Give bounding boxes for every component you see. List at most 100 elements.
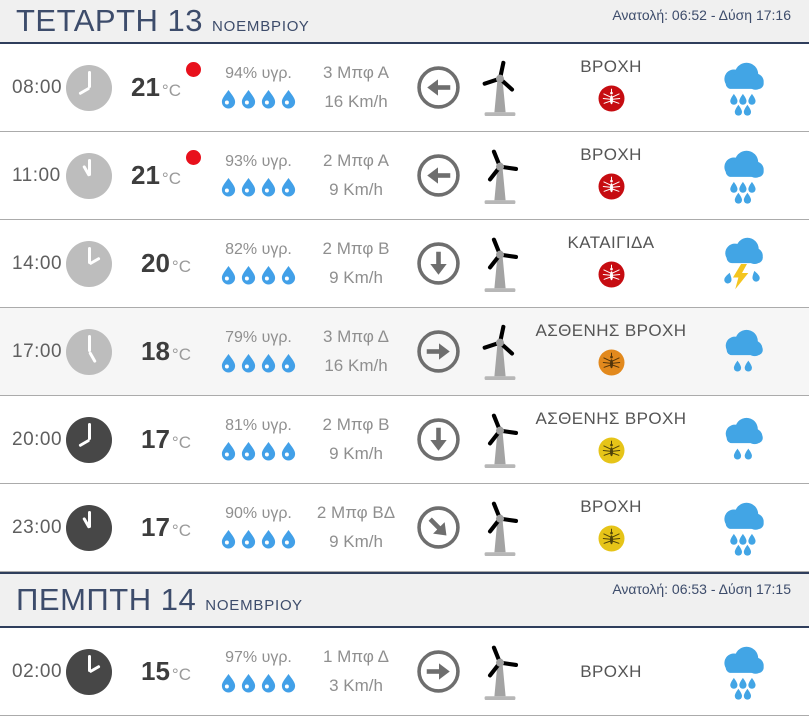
wind-beaufort: 3 Μπφ Δ [323,327,389,347]
time-label: 08:00 [12,76,63,98]
water-drop-icon [221,266,236,285]
humidity-label: 93% υγρ. [225,153,292,170]
humidity: 93% υγρ. [216,153,301,198]
wind-direction-arrow-icon [411,153,465,198]
weather-icon [687,324,797,380]
clock-minute-hand [87,70,91,88]
humidity-label: 97% υγρ. [225,649,292,666]
condition-label: ΒΡΟΧΗ [580,145,642,164]
sunrise-sunset-times: Ανατολή: 06:52 - Δύση 17:16 [612,7,791,23]
mosquito-icon [598,261,624,288]
humidity-label: 79% υγρ. [225,329,292,346]
temperature-unit: °C [161,169,181,188]
forecast-row: 17:00 18 °C 79% υγρ. [0,308,809,396]
humidity: 97% υγρ. [216,649,301,694]
weather-icon [687,148,797,204]
heavy-rain-icon [724,150,764,204]
water-drop-icon [221,90,236,109]
wind-direction-arrow-icon [411,649,465,694]
clock-icon [62,64,116,111]
day-title: ΠΕΜΠΤΗ 14 [16,582,197,617]
mosquito-icon [598,437,624,464]
water-drop-icon [281,90,296,109]
record-dot-icon [186,62,201,77]
day-title-group: ΤΕΤΑΡΤΗ 13 ΝΟΕΜΒΡΙΟΥ [16,3,310,39]
condition-label: ΒΡΟΧΗ [580,661,642,681]
weather-icon [687,644,797,700]
light-rain-icon [725,417,763,460]
clock-minute-hand [87,510,91,528]
condition: ΒΡΟΧΗ [535,132,687,219]
heavy-rain-icon [724,646,764,700]
temperature-value: 18 [141,336,170,366]
wind: 2 Μπφ Β 9 Km/h [301,235,411,291]
heavy-rain-icon [724,502,764,556]
water-drop-icon [261,354,276,373]
humidity: 90% υγρ. [216,505,301,550]
wind-turbine-icon [465,147,535,205]
condition-label: ΑΣΘΕΝΗΣ ΒΡΟΧΗ [535,321,687,340]
weather-icon [687,500,797,556]
temperature-unit: °C [171,665,191,684]
water-drop-icon [241,442,256,461]
wind: 2 Μπφ Α 9 Km/h [301,147,411,203]
wind: 3 Μπφ Δ 16 Km/h [301,323,411,379]
clock-minute-hand [87,158,91,176]
water-drop-icon [261,90,276,109]
wind-speed: 16 Km/h [324,91,388,111]
clock-icon [62,152,116,199]
wind-speed: 16 Km/h [324,355,388,375]
water-drop-icon [261,442,276,461]
wind: 2 Μπφ Β 9 Km/h [301,411,411,467]
water-drop-icon [221,530,236,549]
wind-speed: 9 Km/h [329,531,383,551]
water-drop-icon [261,266,276,285]
temperature-unit: °C [171,433,191,452]
light-rain-icon [725,329,763,372]
forecast-row: 14:00 20 °C 82% υγρ. [0,220,809,308]
wind-speed: 9 Km/h [329,443,383,463]
water-drop-icon [281,674,296,693]
forecast-row: 11:00 21 °C 93% υγρ. [0,132,809,220]
temperature-unit: °C [161,81,181,100]
clock-minute-hand [87,246,91,264]
wind-direction-arrow-icon [411,241,465,286]
wind-turbine-icon [465,323,535,381]
temperature-value: 17 [141,424,170,454]
clock-icon [62,648,116,695]
water-drop-icon [241,674,256,693]
forecast-row: 20:00 17 °C 81% υγρ. [0,396,809,484]
water-drop-icon [241,354,256,373]
water-drop-icon [281,266,296,285]
time-label: 17:00 [12,340,63,362]
forecast-day: ΠΕΜΠΤΗ 14 ΝΟΕΜΒΡΙΟΥ Ανατολή: 06:53 - Δύσ… [0,572,809,716]
water-drop-icon [261,674,276,693]
forecast-row: 23:00 17 °C 90% υγρ. [0,484,809,572]
condition: ΒΡΟΧΗ [535,628,687,715]
weather-icon [687,412,797,468]
wind-turbine-icon [465,643,535,701]
temperature-value: 17 [141,512,170,542]
temperature-value: 21 [131,160,160,190]
clock-minute-hand [87,334,91,352]
wind: 2 Μπφ ΒΔ 9 Km/h [301,499,411,555]
water-drop-icon [221,442,236,461]
humidity-drops [220,673,297,694]
temperature-unit: °C [171,345,191,364]
wind-direction-arrow-icon [411,505,465,550]
clock-minute-hand [87,422,91,440]
wind-turbine-icon [465,499,535,557]
wind-beaufort: 2 Μπφ Α [323,151,389,171]
temperature: 21 °C [116,150,216,191]
clock-minute-hand [87,654,91,672]
wind-speed: 9 Km/h [329,179,383,199]
mosquito-icon [598,525,624,552]
humidity-label: 81% υγρ. [225,417,292,434]
water-drop-icon [221,674,236,693]
time-label: 14:00 [12,252,63,274]
humidity-drops [220,529,297,550]
day-rows: 08:00 21 °C 94% υγρ. [0,44,809,572]
sunrise-sunset-times: Ανατολή: 06:53 - Δύση 17:15 [612,581,791,597]
humidity-label: 90% υγρ. [225,505,292,522]
